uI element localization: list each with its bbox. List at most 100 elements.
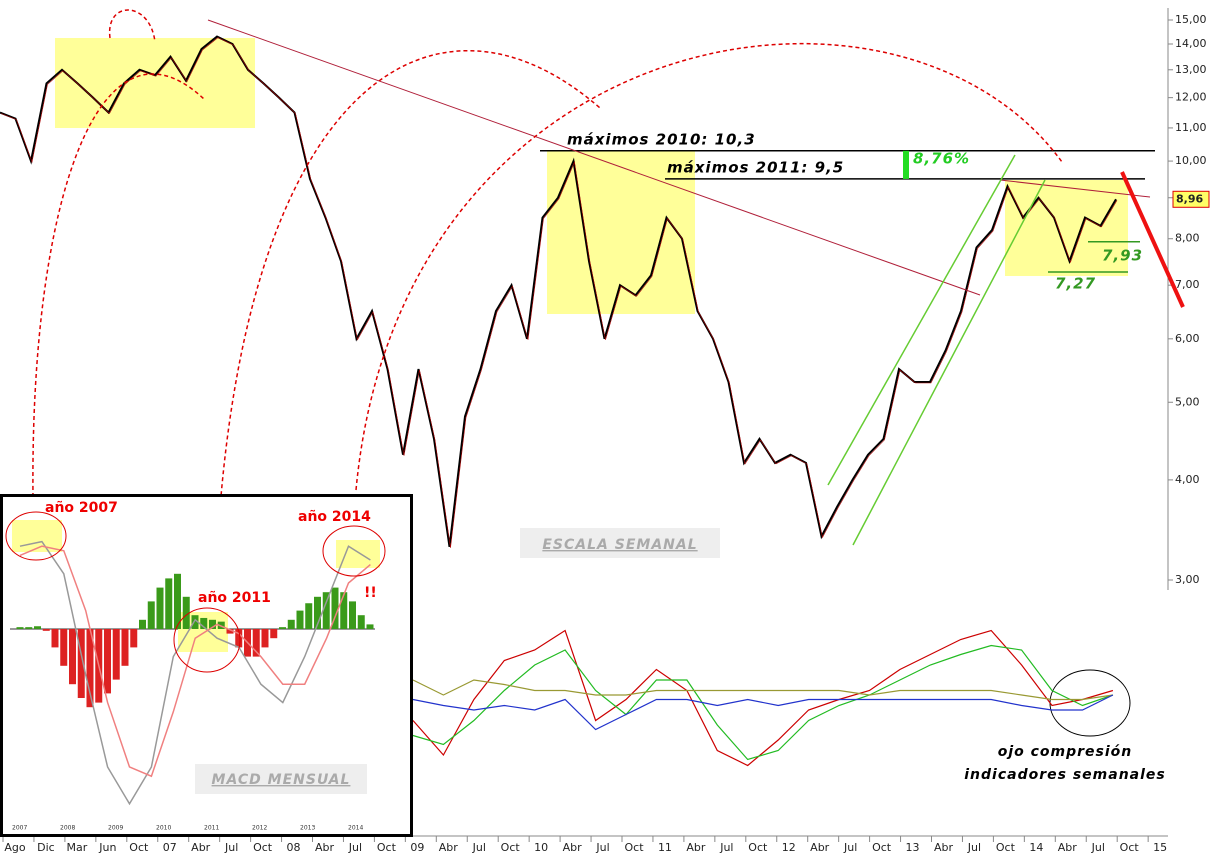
histogram-bar [104, 629, 111, 694]
x-tick-label: Abr [439, 841, 459, 854]
histogram-bar [42, 629, 50, 631]
histogram-bar [314, 596, 321, 629]
histogram-bar [191, 615, 199, 629]
inset-year: 2013 [300, 825, 315, 832]
y-tick-label: 14,00 [1175, 37, 1207, 50]
histogram-bar [147, 601, 155, 629]
x-tick-label: 08 [287, 841, 301, 854]
histogram-bar [165, 578, 173, 629]
support-label: 7,27 [1055, 275, 1096, 293]
annotation: año 2014 [298, 509, 371, 525]
indicator-line [412, 694, 1114, 731]
x-tick-label: Oct [996, 841, 1016, 854]
histogram-bar [112, 629, 120, 680]
highlights [55, 38, 1128, 314]
histogram-bar [270, 629, 278, 639]
note: indicadores semanales [964, 767, 1165, 783]
x-tick-label: Oct [1120, 841, 1140, 854]
x-tick-label: 14 [1029, 841, 1043, 854]
y-tick-label: 13,00 [1175, 63, 1207, 76]
histogram-bar [200, 617, 208, 629]
channel-line [827, 154, 1016, 486]
macd-inset: 2007 2008 2009 2010 2011 2012 2013 2014 año 200… [0, 494, 413, 837]
support-label: 7,93 [1102, 246, 1143, 264]
x-tick-label: Jul [472, 841, 486, 854]
inset-year: 2014 [348, 825, 363, 832]
label-box [195, 764, 367, 794]
macd-line [19, 540, 371, 806]
circle [5, 511, 67, 561]
histogram-bar [51, 629, 59, 648]
last-price-box [1172, 190, 1210, 208]
gap-label: 8,76% [913, 149, 970, 167]
x-tick-label: Jul [595, 841, 609, 854]
x-tick-label: Oct [377, 841, 397, 854]
annotation: año 2011 [198, 590, 271, 606]
histogram-bar [16, 627, 24, 629]
histogram-bar [331, 587, 339, 629]
histogram-bar [252, 629, 260, 657]
histogram-bar [296, 610, 304, 629]
trendline [1120, 171, 1185, 308]
x-tick-label: 12 [782, 841, 796, 854]
x-tick-label: 11 [658, 841, 672, 854]
x-tick-label: 07 [163, 841, 177, 854]
y-tick-label: 11,00 [1175, 121, 1207, 134]
indicator-line [412, 679, 1113, 701]
x-tick-label: Abr [1058, 841, 1078, 854]
circle [173, 607, 241, 673]
trendline [999, 179, 1151, 198]
x-tick-label: Jun [98, 841, 116, 854]
x-tick-label: Oct [501, 841, 521, 854]
histogram-bar [366, 624, 374, 629]
x-tick-label: 10 [534, 841, 548, 854]
x-tick-label: 09 [410, 841, 424, 854]
histogram-bar [25, 627, 33, 629]
annotation: año 2007 [45, 500, 118, 516]
last-price-label: 8,96 [1176, 192, 1203, 205]
y-tick-label: 8,00 [1175, 232, 1200, 245]
histogram-bar [357, 615, 365, 629]
histogram-bar [34, 626, 41, 629]
histogram-bar [226, 629, 234, 634]
inset-year: 2007 [12, 825, 27, 832]
histogram-bar [60, 629, 68, 666]
inset-year: 2010 [156, 825, 171, 832]
arrow [214, 49, 601, 601]
trendline [207, 19, 981, 296]
note: ojo compresión [998, 744, 1133, 760]
x-tick-label: Jul [224, 841, 238, 854]
inset-year: 2008 [60, 825, 75, 832]
arrow [32, 73, 206, 498]
x-tick-label: 15 [1153, 841, 1167, 854]
y-tick-label: 6,00 [1175, 332, 1200, 345]
histogram-bar [182, 596, 190, 629]
histogram-bar [279, 627, 286, 629]
inset-year: 2011 [204, 825, 219, 832]
x-tick-label: Abr [686, 841, 706, 854]
x-tick-label: Oct [872, 841, 892, 854]
histogram-bar [235, 629, 243, 648]
histogram-bar [322, 592, 330, 629]
histogram-bar [261, 629, 269, 648]
highlight [336, 540, 380, 568]
scale-note: ESCALA SEMANAL [542, 537, 697, 553]
highlight [1005, 180, 1128, 276]
x-tick-label: Jul [719, 841, 733, 854]
histogram-bar [156, 587, 164, 629]
label-box [520, 528, 720, 558]
indicator-line [412, 629, 1114, 767]
x-tick-label: Mar [67, 841, 88, 854]
x-tick-label: Oct [253, 841, 273, 854]
level-label: máximos 2011: 9,5 [667, 158, 844, 176]
x-tick-label: Abr [810, 841, 830, 854]
inset-year: 2012 [252, 825, 267, 832]
plot: 3,004,005,006,007,008,009,0010,0011,0012… [0, 13, 1210, 854]
gap-bar [903, 150, 909, 179]
x-tick-label: Dic [37, 841, 55, 854]
inset-year: 2009 [108, 825, 123, 832]
x-tick-label: Jul [1091, 841, 1105, 854]
histogram-bar [86, 629, 94, 708]
